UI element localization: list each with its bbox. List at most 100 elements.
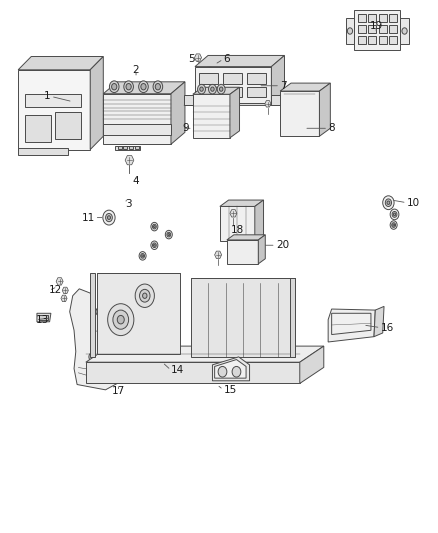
Circle shape — [139, 81, 148, 93]
Polygon shape — [346, 18, 354, 44]
Polygon shape — [103, 124, 171, 135]
Circle shape — [198, 84, 205, 94]
Circle shape — [393, 213, 396, 216]
Polygon shape — [230, 87, 240, 138]
Polygon shape — [280, 91, 319, 136]
Text: 10: 10 — [407, 198, 420, 208]
Circle shape — [387, 201, 390, 205]
Circle shape — [402, 28, 407, 34]
Circle shape — [152, 243, 156, 247]
Text: 13: 13 — [35, 314, 49, 325]
Polygon shape — [55, 112, 81, 139]
Polygon shape — [280, 83, 330, 91]
Polygon shape — [62, 287, 68, 294]
Circle shape — [106, 214, 112, 222]
Circle shape — [153, 244, 155, 246]
Polygon shape — [272, 95, 283, 106]
Polygon shape — [194, 54, 201, 61]
Polygon shape — [193, 94, 230, 138]
Text: 8: 8 — [328, 123, 335, 133]
Circle shape — [390, 221, 397, 229]
Circle shape — [219, 87, 223, 91]
Circle shape — [152, 224, 156, 229]
Polygon shape — [379, 14, 387, 22]
Polygon shape — [18, 70, 90, 150]
Polygon shape — [272, 55, 285, 103]
Polygon shape — [129, 147, 133, 149]
Circle shape — [155, 84, 160, 90]
Polygon shape — [215, 251, 222, 259]
Polygon shape — [358, 14, 366, 22]
Circle shape — [168, 233, 170, 236]
Polygon shape — [56, 278, 63, 285]
Text: 5: 5 — [188, 54, 195, 64]
Polygon shape — [227, 235, 265, 240]
Polygon shape — [184, 95, 195, 106]
Circle shape — [383, 196, 394, 209]
Text: 6: 6 — [223, 54, 230, 64]
Circle shape — [218, 367, 227, 377]
Circle shape — [108, 304, 134, 336]
Polygon shape — [25, 94, 81, 107]
Circle shape — [89, 353, 96, 361]
Polygon shape — [389, 14, 397, 22]
Circle shape — [347, 28, 353, 34]
Circle shape — [200, 87, 203, 91]
Polygon shape — [193, 87, 240, 94]
Circle shape — [124, 81, 134, 93]
Polygon shape — [125, 156, 134, 165]
Circle shape — [393, 224, 395, 226]
Polygon shape — [184, 99, 289, 106]
Circle shape — [165, 230, 172, 239]
Text: 20: 20 — [276, 240, 289, 250]
Polygon shape — [199, 87, 218, 98]
Circle shape — [112, 84, 117, 90]
Circle shape — [392, 212, 397, 217]
Circle shape — [110, 81, 119, 93]
Polygon shape — [37, 313, 51, 322]
Polygon shape — [199, 73, 218, 84]
Polygon shape — [115, 146, 141, 150]
Polygon shape — [97, 273, 180, 354]
Circle shape — [211, 87, 214, 91]
Polygon shape — [124, 147, 127, 149]
Polygon shape — [18, 149, 68, 155]
Circle shape — [153, 225, 155, 228]
Polygon shape — [258, 235, 265, 264]
Polygon shape — [300, 346, 324, 383]
Polygon shape — [319, 83, 330, 136]
Circle shape — [140, 289, 150, 302]
Circle shape — [141, 254, 145, 258]
Polygon shape — [171, 82, 185, 144]
Circle shape — [107, 216, 110, 220]
Circle shape — [232, 367, 241, 377]
Circle shape — [126, 84, 131, 90]
Polygon shape — [328, 309, 375, 342]
Circle shape — [141, 84, 146, 90]
Polygon shape — [379, 36, 387, 44]
Polygon shape — [195, 101, 201, 107]
Polygon shape — [389, 25, 397, 33]
Circle shape — [142, 255, 144, 257]
Text: 18: 18 — [231, 225, 244, 236]
Text: 14: 14 — [171, 365, 184, 375]
Polygon shape — [103, 94, 171, 144]
Polygon shape — [230, 209, 237, 217]
Circle shape — [208, 84, 216, 94]
Circle shape — [139, 252, 146, 260]
Polygon shape — [400, 18, 409, 44]
Polygon shape — [215, 360, 246, 378]
Polygon shape — [212, 357, 250, 381]
Text: 1: 1 — [44, 91, 51, 101]
Polygon shape — [265, 101, 271, 107]
Polygon shape — [118, 147, 122, 149]
Circle shape — [96, 308, 102, 316]
Text: 17: 17 — [112, 386, 125, 397]
Polygon shape — [90, 56, 103, 150]
Circle shape — [103, 210, 115, 225]
Circle shape — [151, 222, 158, 231]
Polygon shape — [61, 295, 67, 302]
Polygon shape — [220, 200, 264, 206]
Polygon shape — [255, 200, 264, 241]
Text: 12: 12 — [49, 286, 62, 295]
